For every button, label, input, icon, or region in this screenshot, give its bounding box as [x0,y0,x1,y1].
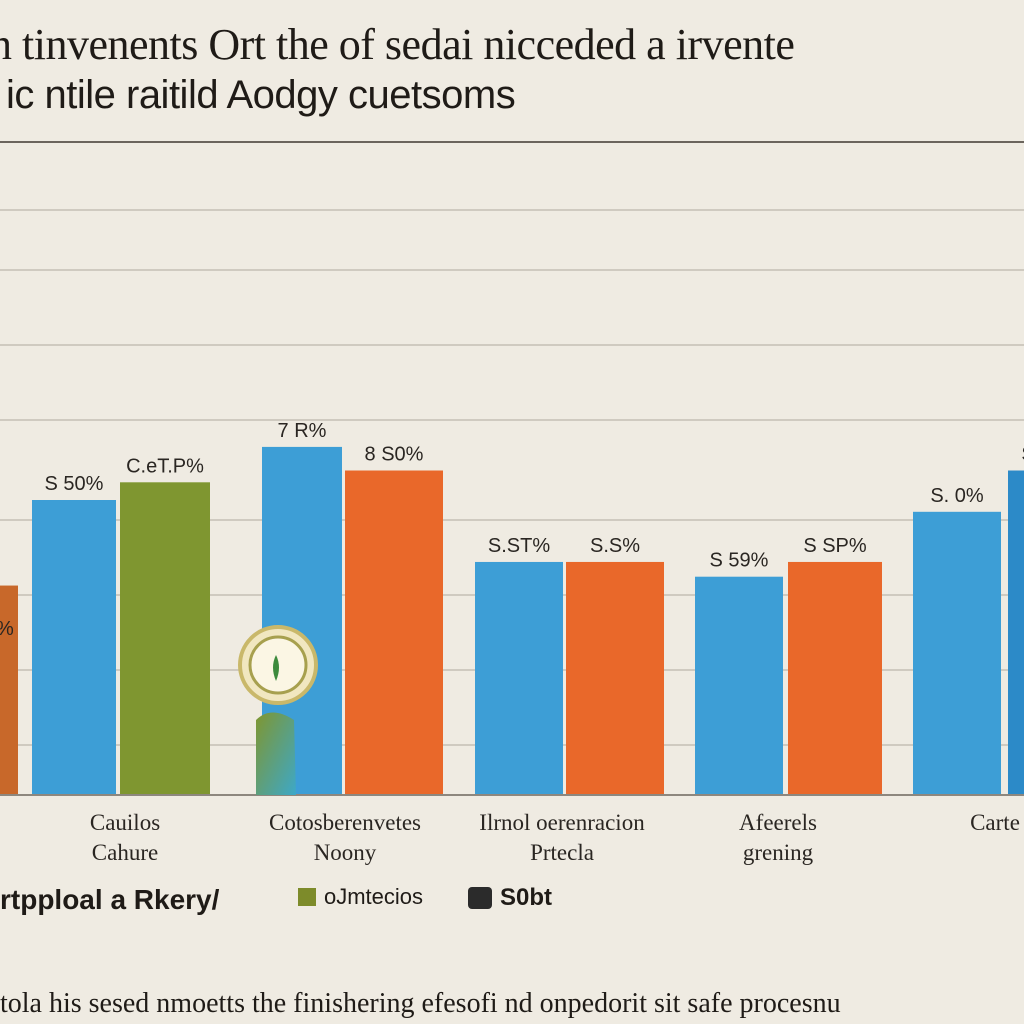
data-label: S 59% [710,550,769,572]
category-label: Afeerels [739,810,817,835]
category-label: Cotosberenvetes [269,810,421,835]
category-label: grening [743,840,814,865]
bar [32,500,116,795]
bar [695,576,783,795]
bar [913,511,1001,795]
category-label: Cahure [92,840,158,865]
magnifier-icon [238,625,318,795]
title-line-1: n tinvenents Ort the of sedai nicceded a… [0,20,795,69]
data-label: S 50% [45,473,104,495]
legend-item: S0bt [468,884,552,912]
bar [788,561,882,795]
category-label: Cauilos [90,810,160,835]
legend-swatch [298,888,316,906]
data-label: 8 S0% [365,444,424,466]
data-label: S.ST% [488,535,550,557]
chart-title: n tinvenents Ort the of sedai nicceded a… [0,20,1024,120]
data-label: S. 0% [930,485,984,507]
legend-item: oJmtecios [298,884,423,910]
legend-label: rtpploal a Rkery/ [0,884,220,915]
category-label: Carte [970,810,1020,835]
bar [345,470,443,795]
legend: rtpploal a Rkery/ oJmtecios S0bt [0,878,1024,922]
legend-label: S0bt [500,884,553,911]
category-label: Ilrnol oerenracion [479,810,645,835]
bar [475,561,563,795]
data-label: S [1021,444,1024,466]
bar-chart: S 50% C.eT.P% Cauilos Cahure 7 R% 8 S0% Cotosb… [0,209,1024,865]
data-label: C.eT.P% [126,455,204,477]
bar [120,482,210,795]
category-label: Prtecla [530,840,594,865]
legend-item: rtpploal a Rkery/ [0,884,219,916]
title-divider [0,141,1024,143]
legend-label: oJmtecios [324,884,424,909]
data-label: S.S% [590,535,640,557]
bar [1008,470,1024,795]
footer-caption: tola his sesed nmoetts the finishering e… [0,988,841,1019]
data-label: S SP% [803,535,867,557]
bar [566,561,664,795]
category-label: Noony [314,840,377,865]
data-label: % [0,618,14,640]
data-label: 7 R% [278,420,327,442]
legend-swatch [468,887,492,909]
bar [0,585,18,795]
title-line-2: ic ntile raitild Aodgy cuetsoms [6,73,516,117]
